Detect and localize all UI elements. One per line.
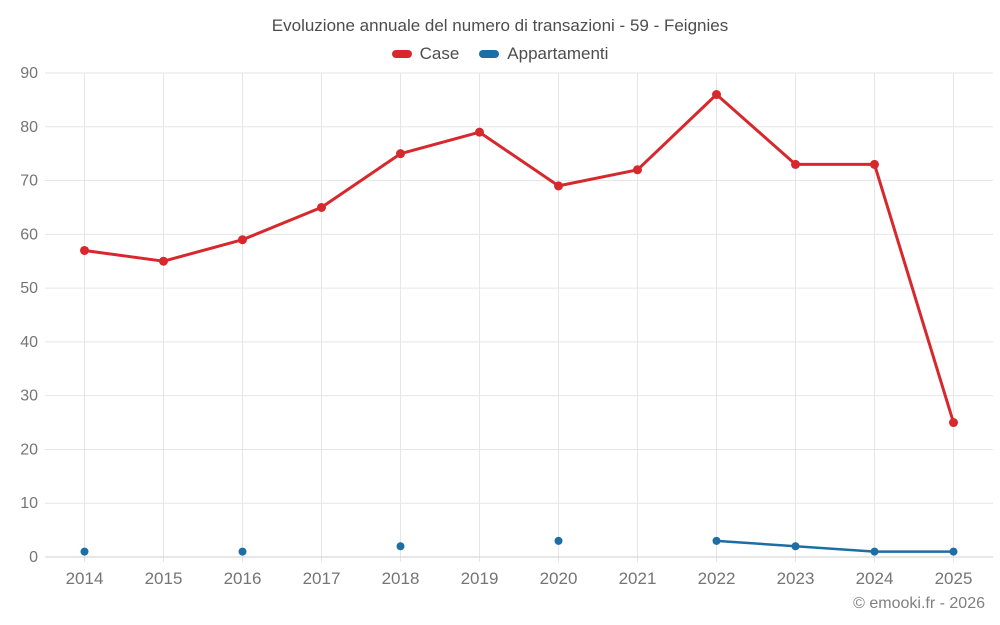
x-tick-label-2022: 2022 (698, 569, 736, 588)
data-point-appartamenti-2016[interactable] (238, 547, 247, 556)
y-tick-label-50: 50 (20, 280, 38, 297)
data-point-case-2018[interactable] (396, 149, 405, 159)
data-point-case-2022[interactable] (712, 90, 721, 100)
data-point-case-2021[interactable] (633, 165, 642, 175)
x-tick-label-2015: 2015 (145, 569, 183, 588)
y-tick-label-90: 90 (20, 65, 38, 82)
data-point-case-2015[interactable] (159, 256, 168, 266)
legend-label-appartamenti: Appartamenti (507, 44, 609, 63)
data-point-appartamenti-2025[interactable] (949, 547, 958, 556)
y-tick-label-20: 20 (20, 441, 38, 458)
x-tick-label-2016: 2016 (224, 569, 262, 588)
x-tick-label-2020: 2020 (540, 569, 578, 588)
chart-title: Evoluzione annuale del numero di transaz… (271, 16, 729, 35)
y-tick-label-80: 80 (20, 119, 38, 136)
data-point-appartamenti-2023[interactable] (791, 542, 800, 551)
data-point-appartamenti-2014[interactable] (80, 547, 89, 556)
y-tick-label-0: 0 (29, 549, 38, 566)
data-point-case-2024[interactable] (870, 159, 879, 169)
data-point-case-2025[interactable] (949, 418, 958, 428)
y-tick-label-60: 60 (20, 226, 38, 243)
x-tick-label-2017: 2017 (303, 569, 341, 588)
x-tick-label-2025: 2025 (935, 569, 973, 588)
x-tick-label-2014: 2014 (66, 569, 104, 588)
x-tick-label-2021: 2021 (619, 569, 657, 588)
x-tick-label-2018: 2018 (382, 569, 420, 588)
x-tick-label-2019: 2019 (461, 569, 499, 588)
data-point-case-2023[interactable] (791, 159, 800, 169)
series-line-case-seg-12 (83, 93, 955, 425)
data-point-case-2017[interactable] (317, 202, 326, 212)
legend-marker-appartamenti-icon (479, 50, 500, 58)
data-point-appartamenti-2020[interactable] (554, 536, 563, 545)
copyright-footer: © emooki.fr - 2026 (853, 595, 985, 612)
y-tick-label-40: 40 (20, 334, 38, 351)
data-point-case-2020[interactable] (554, 181, 563, 191)
x-tick-label-2024: 2024 (856, 569, 894, 588)
series-line-appartamenti-seg-12 (715, 539, 955, 553)
data-point-case-2014[interactable] (80, 245, 89, 255)
data-point-case-2019[interactable] (475, 127, 484, 137)
data-point-appartamenti-2022[interactable] (712, 536, 721, 545)
data-point-appartamenti-2018[interactable] (396, 542, 405, 551)
y-tick-label-70: 70 (20, 173, 38, 190)
y-tick-label-10: 10 (20, 495, 38, 512)
legend-marker-case-icon (391, 50, 412, 58)
legend-item-case[interactable]: Case (391, 44, 460, 64)
legend-item-appartamenti[interactable]: Appartamenti (479, 44, 608, 64)
data-point-appartamenti-2024[interactable] (870, 547, 879, 556)
chart-legend: Case Appartamenti (0, 44, 1000, 64)
x-tick-label-2023: 2023 (777, 569, 815, 588)
data-point-case-2016[interactable] (238, 235, 247, 245)
y-tick-label-30: 30 (20, 388, 38, 405)
legend-label-case: Case (419, 44, 460, 63)
